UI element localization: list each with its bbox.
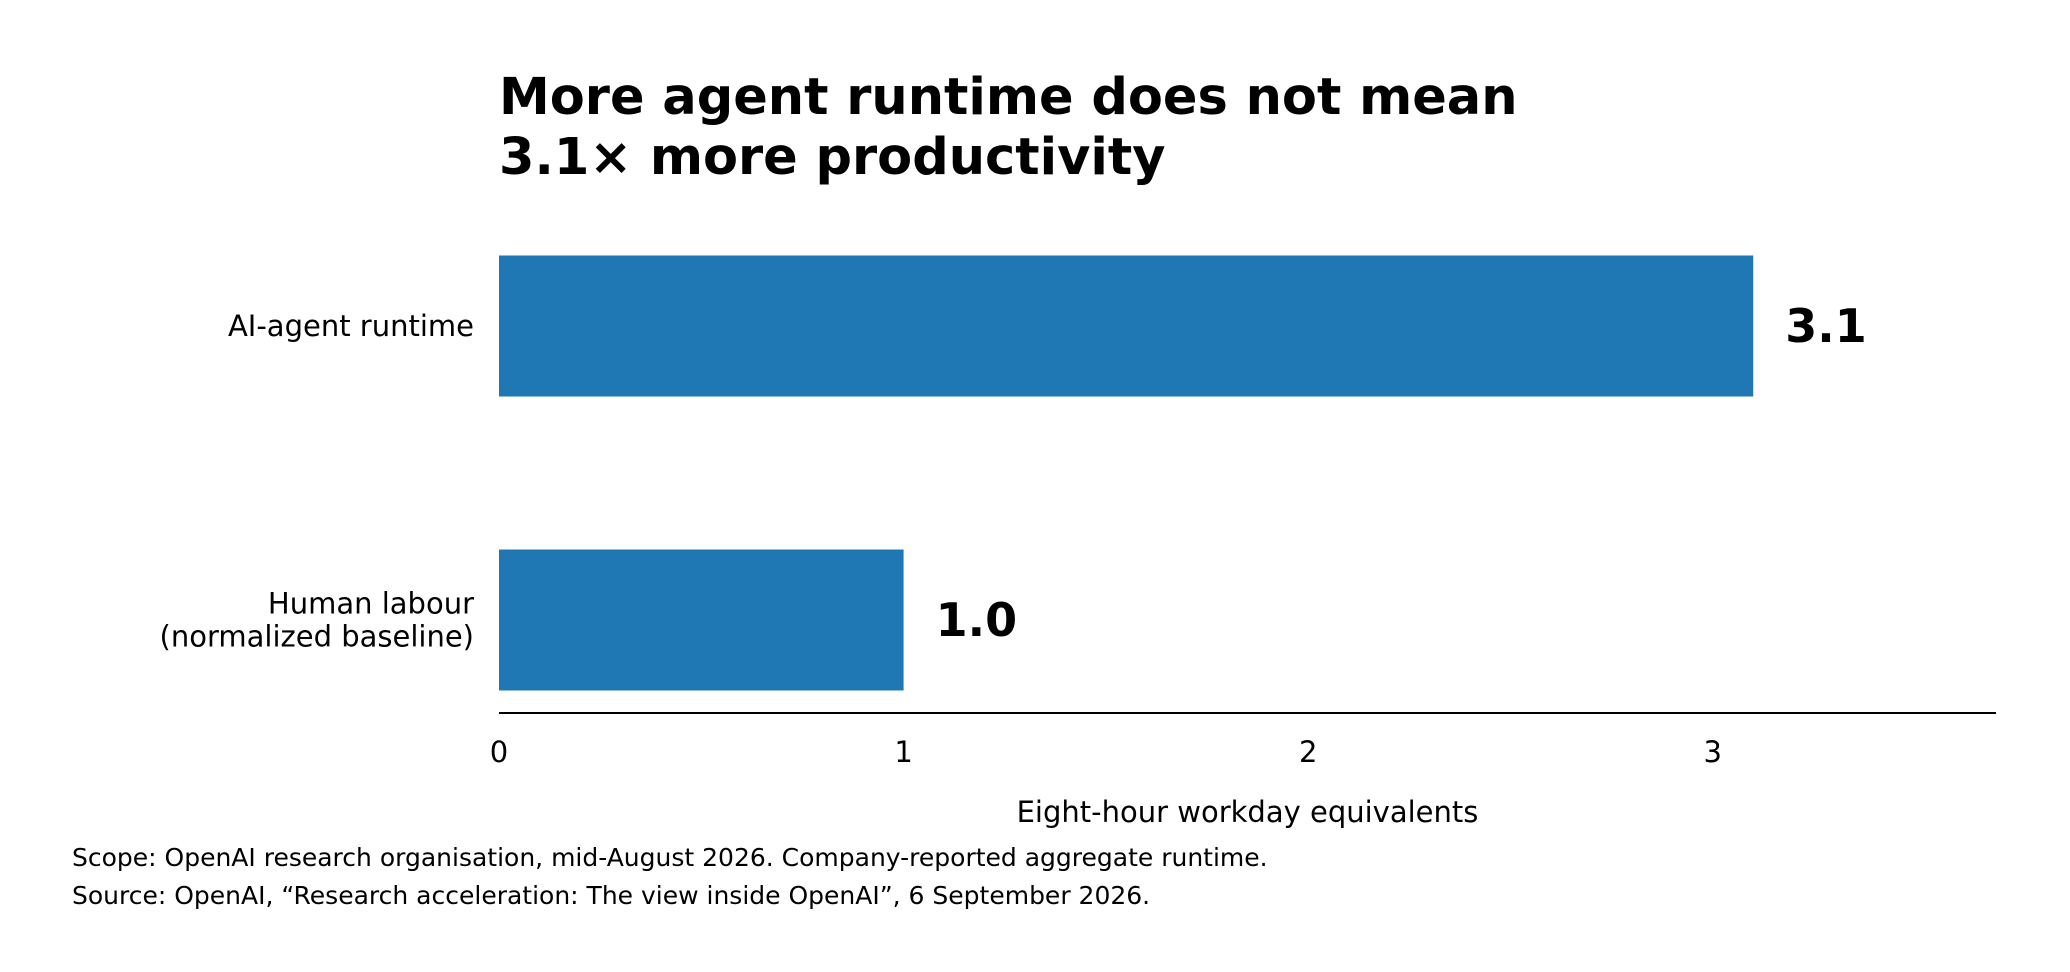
category-label-line: Human labour	[268, 587, 474, 621]
value-labels: 3.1 1.0	[936, 299, 1867, 647]
x-tick-label: 2	[1299, 735, 1317, 769]
x-tick-label: 3	[1704, 735, 1722, 769]
x-axis-ticks: 0 1 2 3	[490, 735, 1722, 769]
chart-title-line: More agent runtime does not mean	[499, 68, 1518, 127]
value-label: 1.0	[936, 593, 1018, 647]
x-axis-title: Eight-hour workday equivalents	[1017, 795, 1479, 829]
footnotes: Scope: OpenAI research organisation, mid…	[72, 843, 1268, 910]
category-label-line: AI-agent runtime	[228, 309, 474, 343]
category-label: AI-agent runtime	[228, 309, 474, 343]
x-tick-label: 1	[894, 735, 912, 769]
bar	[499, 549, 904, 691]
category-labels: AI-agent runtime Human labour (normalized …	[160, 309, 475, 654]
x-tick-label: 0	[490, 735, 508, 769]
chart-title-line: 3.1× more productivity	[499, 128, 1165, 187]
source-note: Source: OpenAI, “Research acceleration: …	[72, 881, 1150, 910]
category-label: Human labour (normalized baseline)	[160, 587, 475, 654]
bar	[499, 255, 1754, 397]
scope-note: Scope: OpenAI research organisation, mid…	[72, 843, 1268, 872]
value-label: 3.1	[1785, 299, 1867, 353]
bars	[499, 255, 1754, 691]
category-label-line: (normalized baseline)	[160, 620, 474, 654]
